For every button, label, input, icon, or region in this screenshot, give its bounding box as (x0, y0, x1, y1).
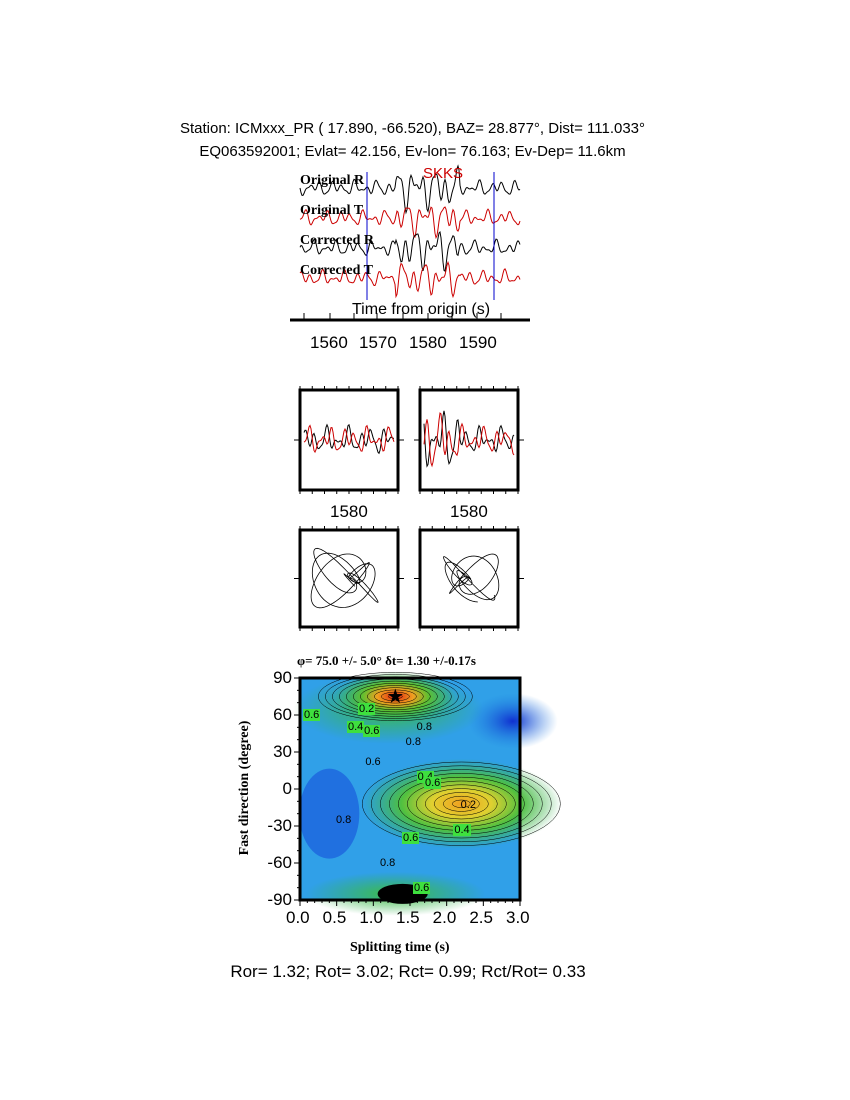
footer-stats: Ror= 1.32; Rot= 3.02; Rct= 0.99; Rct/Rot… (230, 962, 586, 981)
contour-line (360, 685, 431, 708)
contour-line (380, 769, 543, 839)
contour-label: 0.2 (358, 702, 376, 715)
time-axis-label: Time from origin (s) (352, 301, 491, 318)
contour-label: 0.6 (402, 832, 420, 845)
waveform-window-panel (298, 388, 400, 492)
x-tick-label: 2.0 (432, 908, 457, 927)
trace-label: Corrected T (300, 263, 373, 278)
x-tick-label: 1.0 (359, 908, 383, 927)
contour-line (318, 672, 473, 721)
contour-line (367, 687, 424, 706)
contour-line (353, 683, 438, 710)
radial-wave (303, 423, 395, 455)
contour-label: 0.6 (413, 881, 431, 894)
contour-label: 0.6 (363, 725, 381, 738)
misfit-low-region (299, 768, 360, 859)
transverse-wave (423, 412, 515, 468)
contour-line (362, 761, 561, 846)
y-tick-label: -90 (267, 890, 292, 909)
contour-line (371, 765, 552, 843)
contour-line (325, 674, 466, 719)
misfit-region (467, 693, 558, 750)
chart-title: φ= 75.0 +/- 5.0° δt= 1.30 +/-0.17s (297, 653, 476, 668)
y-tick-label: -30 (267, 816, 292, 835)
trace-label: Original T (300, 203, 364, 218)
best-fit-star (387, 688, 403, 703)
y-tick-label: 90 (273, 668, 292, 687)
trace-label: Original R (300, 173, 365, 188)
y-tick-label: 60 (273, 705, 292, 724)
contour-label: 0.8 (336, 813, 352, 826)
contour-label: 0.8 (416, 721, 432, 734)
contour-label: 0.8 (405, 736, 421, 749)
x-tick-label: 1570 (359, 333, 397, 352)
y-tick-label: 0 (282, 779, 292, 798)
contour-line (443, 795, 480, 812)
x-tick-label: 3.0 (506, 908, 530, 927)
window-label: 1580 (450, 502, 488, 521)
x-tick-label: 2.5 (469, 908, 493, 927)
particle-motion-path (310, 547, 379, 609)
waveform-trace (299, 164, 521, 215)
waveform-trace (299, 206, 521, 240)
y-tick-label: -60 (267, 853, 292, 872)
contour-line (416, 784, 507, 824)
x-axis-label: Splitting time (s) (350, 940, 450, 955)
x-tick-label: 1.5 (396, 908, 420, 927)
event-header: EQ063592001; Evlat= 42.156, Ev-lon= 76.1… (199, 143, 626, 160)
x-tick-label: 1580 (409, 333, 447, 352)
misfit-region (361, 758, 562, 849)
y-tick-label: 30 (273, 742, 292, 761)
contour-label: 0.6 (365, 755, 381, 768)
contour-label: 0.4 (347, 721, 365, 734)
contour-label: 0.8 (380, 857, 396, 869)
contour-line (434, 792, 489, 816)
x-tick-label: 1560 (310, 333, 348, 352)
waveform-trace (299, 230, 521, 272)
x-tick-label: 1590 (459, 333, 497, 352)
contour-label: 0.6 (424, 776, 442, 789)
radial-wave (423, 410, 515, 468)
contour-label: 0.6 (303, 709, 321, 721)
contour-line (346, 680, 445, 713)
contour-line (452, 799, 471, 808)
contour-label: 0.2 (460, 799, 476, 812)
station-header: Station: ICMxxx_PR ( 17.890, -66.520), B… (179, 120, 646, 137)
particle-motion-path (443, 553, 500, 603)
phase-label: SKKS (423, 165, 464, 182)
transverse-wave (303, 424, 395, 454)
contour-line (425, 788, 498, 820)
contour-label: 0.4 (453, 823, 471, 836)
x-tick-label: 0.5 (322, 908, 347, 927)
waveform-trace (299, 260, 521, 299)
contour-map (293, 671, 562, 916)
trace-label: Corrected R (300, 233, 374, 248)
window-label: 1580 (330, 502, 368, 521)
x-tick-label: 0.0 (286, 908, 310, 927)
